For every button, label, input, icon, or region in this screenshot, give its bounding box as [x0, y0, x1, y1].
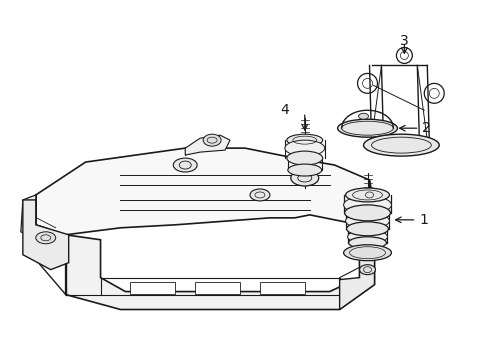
Ellipse shape [343, 196, 390, 214]
Ellipse shape [287, 164, 321, 176]
Text: 2: 2 [399, 121, 430, 135]
Ellipse shape [286, 134, 322, 146]
Polygon shape [36, 148, 374, 235]
Text: 4: 4 [280, 103, 288, 117]
Bar [195, 282, 240, 293]
Ellipse shape [348, 237, 386, 249]
Ellipse shape [286, 151, 322, 165]
Ellipse shape [249, 189, 269, 201]
Ellipse shape [345, 188, 388, 202]
Ellipse shape [344, 205, 389, 221]
Bar [260, 282, 304, 293]
Ellipse shape [363, 134, 438, 156]
Polygon shape [65, 210, 374, 310]
Ellipse shape [345, 213, 388, 229]
Text: 3: 3 [399, 33, 408, 48]
Ellipse shape [173, 158, 197, 172]
Bar [130, 282, 175, 293]
Polygon shape [339, 180, 374, 310]
Text: 1: 1 [395, 213, 427, 227]
Ellipse shape [290, 170, 318, 186]
Polygon shape [23, 200, 68, 270]
Polygon shape [21, 195, 36, 240]
Polygon shape [185, 135, 229, 155]
Ellipse shape [285, 140, 324, 156]
Ellipse shape [337, 119, 397, 137]
Ellipse shape [359, 265, 375, 275]
Ellipse shape [36, 232, 56, 244]
Ellipse shape [343, 245, 390, 261]
Ellipse shape [347, 230, 386, 244]
Ellipse shape [361, 190, 377, 200]
Ellipse shape [358, 113, 368, 119]
Ellipse shape [346, 222, 387, 236]
Ellipse shape [203, 134, 221, 146]
